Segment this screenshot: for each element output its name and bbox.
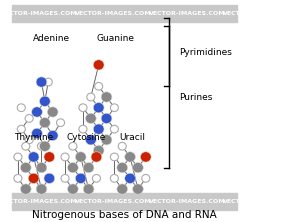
Circle shape <box>93 124 104 134</box>
Circle shape <box>117 163 128 173</box>
Circle shape <box>125 173 136 183</box>
FancyBboxPatch shape <box>12 193 237 210</box>
Text: VECTOR-IMAGES.COM: VECTOR-IMAGES.COM <box>223 199 300 204</box>
Text: VECTOR-IMAGES.COM: VECTOR-IMAGES.COM <box>149 199 226 204</box>
Circle shape <box>133 184 143 194</box>
Text: Adenine: Adenine <box>33 34 70 43</box>
Circle shape <box>110 104 118 112</box>
Text: Uracil: Uracil <box>119 133 145 142</box>
Circle shape <box>91 152 102 162</box>
Circle shape <box>36 163 47 173</box>
Circle shape <box>110 153 118 161</box>
Circle shape <box>44 173 55 183</box>
Circle shape <box>28 173 39 183</box>
Circle shape <box>140 152 151 162</box>
Circle shape <box>56 119 64 127</box>
Circle shape <box>38 142 46 150</box>
Circle shape <box>14 174 22 182</box>
Circle shape <box>44 78 52 86</box>
Circle shape <box>47 130 58 141</box>
Circle shape <box>36 184 47 194</box>
Circle shape <box>110 125 118 133</box>
Circle shape <box>92 174 101 182</box>
Circle shape <box>93 103 104 113</box>
Circle shape <box>40 141 50 151</box>
Text: Thymine: Thymine <box>14 133 53 142</box>
Circle shape <box>61 153 69 161</box>
Text: Guanine: Guanine <box>97 34 134 43</box>
Text: VECTOR-IMAGES.COM: VECTOR-IMAGES.COM <box>223 11 300 16</box>
Circle shape <box>101 92 112 102</box>
Circle shape <box>79 104 87 112</box>
Circle shape <box>93 60 104 70</box>
Circle shape <box>75 152 86 162</box>
Circle shape <box>68 163 78 173</box>
Circle shape <box>101 113 112 124</box>
Circle shape <box>40 118 50 128</box>
Circle shape <box>69 142 77 150</box>
Circle shape <box>87 93 95 101</box>
Circle shape <box>20 163 31 173</box>
Circle shape <box>40 96 50 106</box>
Circle shape <box>25 115 33 122</box>
Circle shape <box>17 104 25 112</box>
Circle shape <box>22 142 30 150</box>
Text: VECTOR-IMAGES.COM: VECTOR-IMAGES.COM <box>75 199 152 204</box>
Circle shape <box>32 128 42 139</box>
Circle shape <box>93 145 104 156</box>
Circle shape <box>133 163 143 173</box>
Circle shape <box>101 135 112 145</box>
Circle shape <box>79 125 87 133</box>
Circle shape <box>83 184 94 194</box>
FancyBboxPatch shape <box>12 5 237 22</box>
Circle shape <box>20 184 31 194</box>
Circle shape <box>94 82 103 90</box>
Circle shape <box>28 152 39 162</box>
Circle shape <box>125 152 136 162</box>
Text: Cytosine: Cytosine <box>67 133 106 142</box>
Circle shape <box>68 184 78 194</box>
Circle shape <box>61 174 69 182</box>
Circle shape <box>85 113 96 124</box>
Circle shape <box>44 152 55 162</box>
Circle shape <box>118 142 126 150</box>
Circle shape <box>25 136 33 144</box>
Text: Nitrogenous bases of DNA and RNA: Nitrogenous bases of DNA and RNA <box>32 210 217 220</box>
Circle shape <box>32 107 42 117</box>
Text: VECTOR-IMAGES.COM: VECTOR-IMAGES.COM <box>1 11 78 16</box>
Text: VECTOR-IMAGES.COM: VECTOR-IMAGES.COM <box>1 199 78 204</box>
Text: VECTOR-IMAGES.COM: VECTOR-IMAGES.COM <box>149 11 226 16</box>
Circle shape <box>85 135 96 145</box>
Circle shape <box>110 174 118 182</box>
Circle shape <box>142 174 150 182</box>
Circle shape <box>14 153 22 161</box>
Text: VECTOR-IMAGES.COM: VECTOR-IMAGES.COM <box>75 11 152 16</box>
Circle shape <box>17 125 25 133</box>
Circle shape <box>117 184 128 194</box>
Circle shape <box>83 163 94 173</box>
Circle shape <box>75 173 86 183</box>
Circle shape <box>47 107 58 117</box>
Text: Purines: Purines <box>179 93 213 101</box>
Text: Pyrimidines: Pyrimidines <box>179 48 232 57</box>
Circle shape <box>36 77 47 87</box>
